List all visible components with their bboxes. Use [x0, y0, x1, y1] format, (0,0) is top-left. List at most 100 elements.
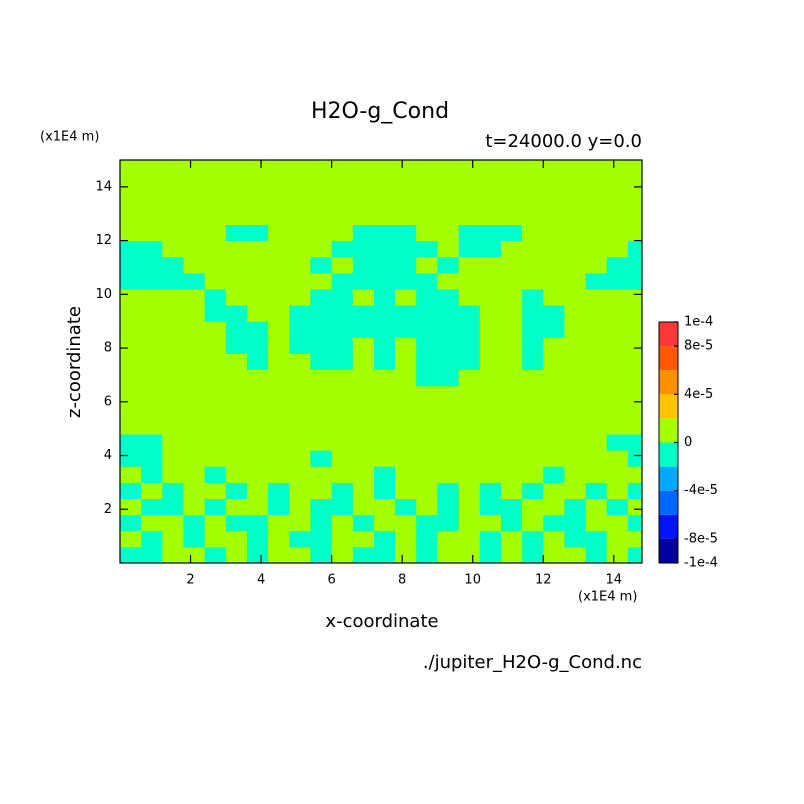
contour-cell [458, 385, 481, 403]
x-unit: (x1E4 m) [578, 590, 637, 605]
contour-cell [627, 530, 642, 548]
source-file: ./jupiter_H2O-g_Cond.nc [423, 652, 642, 673]
contour-cell [141, 450, 163, 467]
contour-cell [331, 385, 354, 403]
contour-cell [183, 450, 206, 467]
contour-cell [606, 385, 629, 403]
contour-cell [373, 450, 396, 467]
contour-cell [585, 385, 608, 403]
contour-cell [331, 434, 354, 451]
contour-cell [627, 337, 642, 354]
contour-cell [543, 530, 565, 548]
contour-cell [606, 208, 629, 225]
contour-cell [543, 353, 565, 371]
contour-cell [331, 466, 354, 483]
contour-cell [373, 369, 396, 387]
contour-cell [225, 514, 248, 532]
y-axis-label: z-coordinate [64, 306, 85, 418]
contour-cell [373, 498, 396, 516]
contour-cell [437, 417, 460, 435]
x-tick-label: 10 [464, 573, 481, 588]
contour-cell [437, 385, 460, 403]
contour-cell [352, 498, 375, 516]
contour-cell [458, 498, 481, 516]
contour-cell [141, 337, 163, 354]
contour-cell [627, 160, 642, 177]
contour-cell [522, 466, 544, 483]
contour-cell [225, 434, 248, 451]
contour-cell [310, 208, 333, 225]
contour-cell [162, 369, 184, 387]
contour-cell [141, 417, 163, 435]
contour-cell [331, 272, 354, 290]
contour-cell [500, 482, 523, 500]
contour-cell [543, 450, 565, 467]
contour-cell [500, 288, 523, 306]
contour-cell [500, 369, 523, 387]
contour-cell [585, 498, 608, 516]
contour-cell [543, 546, 565, 563]
contour-cell [162, 498, 184, 516]
contour-cell [416, 385, 438, 403]
contour-cell [437, 192, 460, 209]
contour-cell [543, 160, 565, 177]
contour-cell [162, 401, 184, 419]
contour-cell [225, 208, 248, 225]
contour-cell [289, 434, 311, 451]
contour-cell [268, 208, 290, 225]
contour-cell [204, 466, 227, 483]
contour-cell [627, 385, 642, 403]
contour-cell [268, 434, 290, 451]
contour-cell [225, 498, 248, 516]
contour-cell [204, 353, 227, 371]
contour-cell [395, 353, 417, 371]
contour-cell [373, 434, 396, 451]
contour-cell [585, 417, 608, 435]
contour-cell [479, 417, 502, 435]
contour-cell [585, 369, 608, 387]
contour-cell [500, 466, 523, 483]
contour-cell [331, 256, 354, 274]
contour-cell [373, 256, 396, 274]
contour-cell [310, 160, 333, 177]
contour-cell [373, 240, 396, 258]
contour-cell [458, 514, 481, 532]
contour-cell [606, 240, 629, 258]
contour-cell [627, 514, 642, 532]
contour-cell [564, 482, 587, 500]
contour-cell [606, 417, 629, 435]
contour-cell [289, 466, 311, 483]
contour-cell [564, 240, 587, 258]
contour-cell [331, 176, 354, 193]
contour-cell [416, 192, 438, 209]
contour-cell [564, 305, 587, 322]
contour-cell [458, 272, 481, 290]
contour-cell [585, 272, 608, 290]
contour-cell [183, 208, 206, 225]
contour-cell [310, 224, 333, 242]
contour-cell [458, 482, 481, 500]
contour-cell [458, 288, 481, 306]
contour-cell [500, 514, 523, 532]
x-tick-label: 12 [535, 573, 552, 588]
axes: 2 4 6 8 10 12 14 2 4 6 8 10 12 14 1e-4 8e-5 4e-5 0 -4e-5 -8… [95, 159, 718, 588]
contour-cell [141, 321, 163, 338]
contour-cell [479, 353, 502, 371]
contour-cell [627, 498, 642, 516]
contour-cell [331, 546, 354, 563]
contour-cell [543, 385, 565, 403]
contour-cell [416, 434, 438, 451]
contour-cell [437, 305, 460, 322]
contour-cell [627, 240, 642, 258]
contour-cell [183, 288, 206, 306]
contour-cell [522, 208, 544, 225]
contour-cell [268, 466, 290, 483]
contour-cell [225, 450, 248, 467]
contour-cell [373, 192, 396, 209]
contour-cell [479, 450, 502, 467]
contour-cell [479, 240, 502, 258]
contour-cell [268, 160, 290, 177]
contour-cell [416, 401, 438, 419]
contour-cell [564, 337, 587, 354]
contour-cell [120, 401, 142, 419]
